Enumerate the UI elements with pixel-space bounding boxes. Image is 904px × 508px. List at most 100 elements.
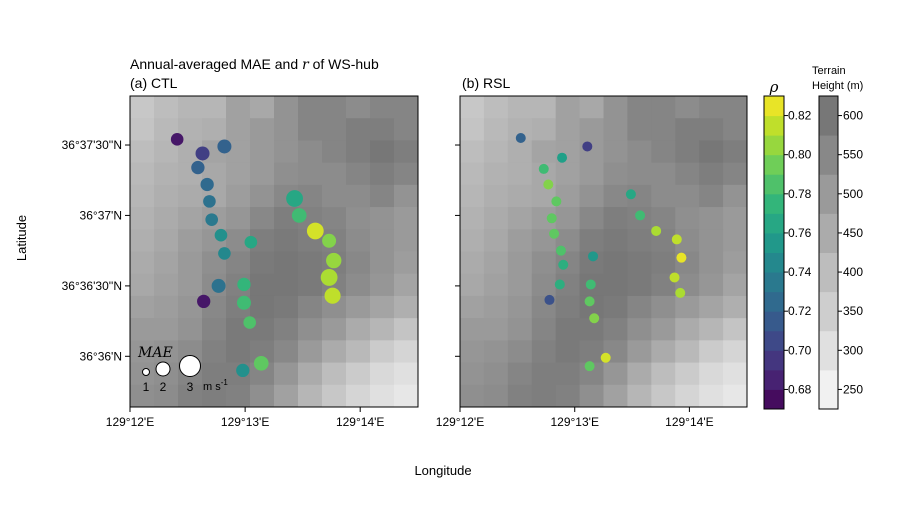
colorbar-tick-label: 0.78 [788,187,812,201]
terrain-cell [298,140,323,164]
terrain-cell [346,251,371,275]
terrain-cell [202,384,227,407]
terrain-cell [274,251,299,275]
station-point [286,190,303,207]
terrain-cell [675,118,700,142]
station-point [217,139,232,154]
terrain-cell [699,295,724,319]
terrain-colorbar-frame [818,95,839,410]
terrain-cell [154,318,179,341]
mae-legend-label-3: 3 [187,380,194,394]
terrain-cell [507,229,533,253]
terrain-cell [370,96,395,119]
terrain-cell [322,118,347,142]
terrain-cell [723,340,747,364]
terrain-cell [579,96,605,119]
terrain-cell [322,162,347,186]
station-point [200,177,214,192]
station-point [589,313,600,324]
terrain-cell [274,96,299,119]
terrain-cell [298,96,323,119]
terrain-cell [507,184,533,208]
terrain-cell [274,140,299,164]
terrain-cell [675,318,700,341]
terrain-cell [394,184,418,208]
terrain-cell [274,318,299,341]
terrain-colorbar: Terrain Height (m) 250 300 350 400 450 500 550… [812,65,863,410]
terrain-cell [226,140,251,164]
colorbar-tick-label: 450 [843,226,863,240]
terrain-cell [394,207,418,230]
terrain-cell [298,118,323,142]
station-point [191,160,205,175]
terrain-cell [346,140,371,164]
terrain-cell [603,184,629,208]
colorbar-tick-label: 0.70 [788,343,812,357]
terrain-cell [699,184,724,208]
terrain-cell [250,96,275,119]
terrain-cell [298,273,323,297]
terrain-cell [675,140,700,164]
terrain-cell [675,229,700,253]
terrain-cell [346,318,371,341]
station-point [555,245,566,256]
terrain-cell [202,340,227,364]
terrain-cell [370,251,395,275]
colorbar-cell [764,96,784,117]
terrain-cell [555,207,581,230]
colorbar-cell [819,291,838,332]
terrain-cell [226,340,251,364]
terrain-cell [460,184,485,208]
station-point [584,361,595,372]
terrain-cell [483,140,509,164]
station-point [197,294,211,309]
terrain-cell [130,118,155,142]
terrain-cell [507,162,533,186]
terrain-cell [603,318,629,341]
terrain-cell [202,362,227,386]
terrain-cell [723,251,747,275]
terrain-cell [130,340,155,364]
terrain-cell [483,384,509,407]
terrain-cell [178,318,203,341]
panel-b-x-ticks: 129°12'E 129°13'E 129°14'E [436,407,714,429]
colorbar-cell [764,115,784,136]
terrain-cell [723,229,747,253]
terrain-cell [394,229,418,253]
terrain-cell [370,140,395,164]
terrain-cell [651,184,676,208]
terrain-cell [723,96,747,119]
station-point [676,252,687,263]
y-tick-label: 36°37'30''N [62,138,122,152]
colorbar-cell [764,135,784,156]
terrain-cell [250,318,275,341]
terrain-cell [460,273,485,297]
terrain-cell [460,118,485,142]
terrain-cell [370,384,395,407]
panel-b-points [515,133,687,372]
terrain-cell [627,96,652,119]
terrain-cell [699,207,724,230]
station-point [558,259,569,270]
terrain-cell [322,207,347,230]
station-point [651,225,662,236]
terrain-cell [460,295,485,319]
terrain-cell [579,162,605,186]
colorbar-tick-label: 400 [843,265,863,279]
colorbar-tick-label: 0.80 [788,148,812,162]
terrain-cell [250,340,275,364]
terrain-cell [651,340,676,364]
terrain-cell [394,384,418,407]
x-tick-label: 129°12'E [106,415,154,429]
colorbar-tick-label: 600 [843,109,863,123]
terrain-cell [603,273,629,297]
terrain-cell [699,384,724,407]
terrain-cell [483,295,509,319]
terrain-cell [298,318,323,341]
terrain-cell [507,273,533,297]
terrain-cell [603,384,629,407]
terrain-cell [370,340,395,364]
station-point [205,213,219,226]
panel-a-label: (a) CTL [130,75,178,91]
terrain-cell [603,295,629,319]
